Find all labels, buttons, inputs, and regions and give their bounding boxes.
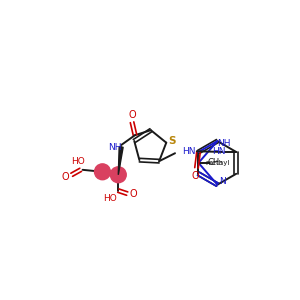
Text: O: O [128,110,136,120]
Text: HN: HN [212,148,225,157]
Text: O: O [62,172,70,182]
Text: HO: HO [103,194,117,203]
Text: methyl: methyl [205,160,230,166]
Circle shape [110,167,126,183]
Text: CH₃: CH₃ [208,158,223,167]
Text: O: O [192,171,199,181]
Text: NH: NH [218,139,231,148]
Polygon shape [118,147,123,175]
Text: O: O [129,189,137,199]
Circle shape [94,164,110,180]
Text: HO: HO [71,158,85,166]
Text: N: N [219,177,226,186]
Text: NH: NH [109,142,122,152]
Text: S: S [169,136,176,146]
Text: HN: HN [182,147,196,156]
